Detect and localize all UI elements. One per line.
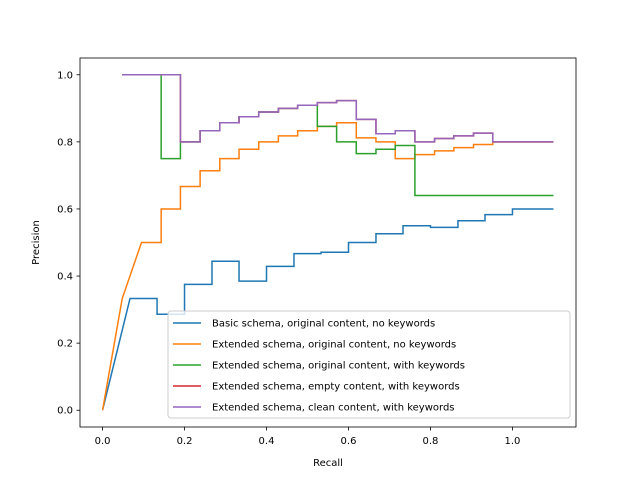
series-line-5: [122, 74, 554, 143]
x-tick-label: 0.2: [177, 436, 193, 447]
series-line-1: [101, 208, 554, 411]
legend-label: Extended schema, original content, no ke…: [212, 340, 456, 351]
legend-label: Extended schema, empty content, with key…: [212, 382, 460, 393]
y-tick-label: 0.6: [57, 204, 73, 215]
x-tick-label: 0.6: [341, 436, 357, 447]
x-tick-label: 0.0: [95, 436, 111, 447]
y-tick-label: 0.4: [57, 272, 73, 283]
y-tick-label: 1.0: [57, 70, 73, 81]
series-layer: [101, 74, 554, 411]
x-tick-label: 0.8: [423, 436, 439, 447]
y-axis-label: Precision: [31, 220, 42, 265]
x-axis: 0.0 0.2 0.4 0.6 0.8 1.0: [95, 427, 521, 447]
legend-label: Extended schema, original content, with …: [212, 361, 465, 372]
x-tick-label: 1.0: [505, 436, 521, 447]
legend-label: Basic schema, original content, no keywo…: [212, 319, 435, 330]
legend-label: Extended schema, clean content, with key…: [212, 403, 455, 414]
y-tick-label: 0.8: [57, 137, 73, 148]
legend: Basic schema, original content, no keywo…: [167, 310, 571, 419]
x-tick-label: 0.4: [259, 436, 275, 447]
series-line-2: [101, 121, 554, 411]
y-tick-label: 0.2: [57, 339, 73, 350]
y-axis: 0.0 0.2 0.4 0.6 0.8 1.0: [57, 70, 80, 417]
x-axis-label: Recall: [313, 458, 343, 469]
plot-frame: [79, 57, 577, 428]
y-tick-label: 0.0: [57, 406, 73, 417]
legend-box: [167, 310, 571, 419]
